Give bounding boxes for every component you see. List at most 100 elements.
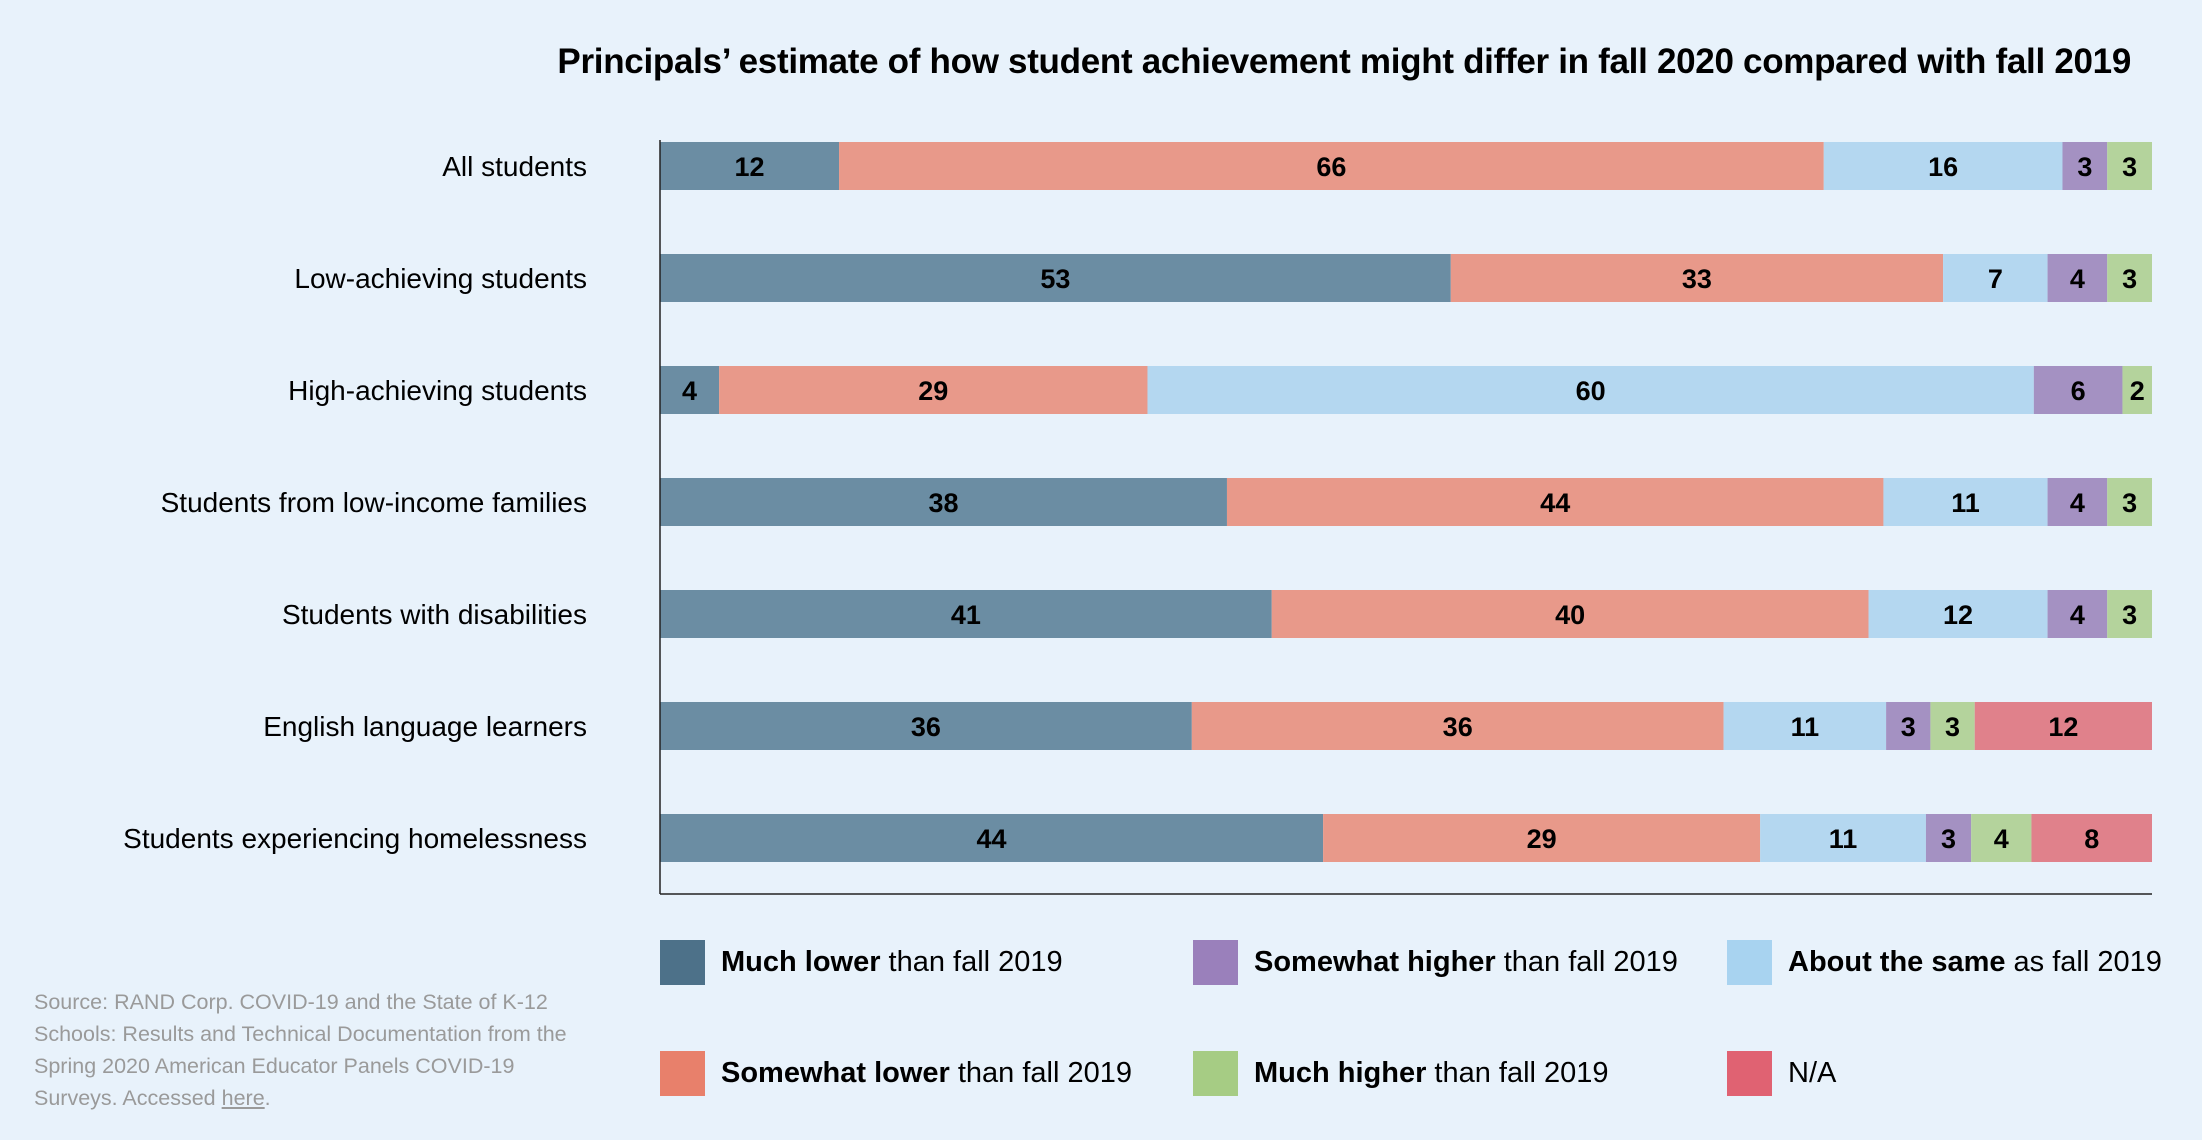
chart-title: Principals’ estimate of how student achi… [557, 42, 2131, 81]
bar-segment [2062, 142, 2108, 190]
source-note: Source: RAND Corp. COVID-19 and the Stat… [34, 986, 594, 1114]
data-label: 33 [1682, 264, 1712, 294]
source-end: . [264, 1086, 271, 1110]
bar-segment [1823, 142, 2063, 190]
data-label: 4 [2070, 488, 2085, 518]
bar-segment [660, 142, 840, 190]
category-label: Students with disabilities [282, 599, 587, 630]
bar-segment [660, 254, 1451, 302]
bar-segment [2107, 254, 2152, 302]
bar-segment [1760, 814, 1926, 862]
legend-swatch [1193, 940, 1238, 985]
bar-segment [2047, 590, 2108, 638]
data-label: 29 [918, 376, 948, 406]
data-label: 16 [1928, 152, 1958, 182]
source-link[interactable]: here [221, 1086, 265, 1110]
bar-segment [1723, 702, 1887, 750]
data-label: 4 [2070, 264, 2085, 294]
bar-segment [1925, 814, 1972, 862]
data-label: 6 [2071, 376, 2086, 406]
legend-swatch [1727, 1051, 1772, 1096]
data-label: 44 [1540, 488, 1570, 518]
legend-item: Somewhat lower than fall 2019 [660, 1051, 1132, 1096]
data-label: 36 [911, 712, 941, 742]
category-label: All students [442, 151, 587, 182]
data-label: 3 [2122, 264, 2137, 294]
bar-segment [2107, 590, 2152, 638]
data-label: 12 [734, 152, 764, 182]
legend-label: than fall 2019 [1434, 1057, 1609, 1089]
legend-swatch [660, 1051, 705, 1096]
data-label: 3 [2122, 488, 2137, 518]
data-label: 29 [1527, 824, 1557, 854]
bar-segment [1883, 478, 2048, 526]
bar-segment [660, 702, 1192, 750]
category-label: Students experiencing homelessness [123, 823, 587, 854]
data-label: 40 [1555, 600, 1585, 630]
legend-label: than fall 2019 [1503, 946, 1678, 978]
data-label: 11 [1829, 824, 1858, 854]
bar-segment [2031, 814, 2152, 862]
data-label: 11 [1791, 712, 1820, 742]
bar-segment [1271, 590, 1869, 638]
bar-segment [660, 590, 1272, 638]
data-label: 3 [1945, 712, 1960, 742]
bar-segment [839, 142, 1824, 190]
data-label: 7 [1988, 264, 2003, 294]
legend-item: About the same as fall 2019 [1727, 940, 2162, 985]
bar-segment [1226, 478, 1884, 526]
data-label: 60 [1576, 376, 1606, 406]
data-label: 2 [2130, 376, 2145, 406]
legend-label-bold: About the same [1788, 946, 2006, 978]
data-label: 41 [951, 600, 981, 630]
legend-item: Somewhat higher than fall 2019 [1193, 940, 1678, 985]
source-text: Source: RAND Corp. COVID-19 and the Stat… [34, 990, 567, 1110]
legend-swatch [1193, 1051, 1238, 1096]
legend-label-bold: Somewhat higher [1254, 946, 1496, 978]
data-label: 4 [2070, 600, 2085, 630]
data-label: 4 [1994, 824, 2009, 854]
data-label: 3 [1901, 712, 1916, 742]
legend-label-bold: Much lower [721, 946, 881, 978]
bar-segment [719, 366, 1148, 414]
data-label: 3 [2122, 152, 2137, 182]
bar-segment [660, 814, 1324, 862]
bar-segment [1191, 702, 1724, 750]
legend-item: Much higher than fall 2019 [1193, 1051, 1609, 1096]
bar-segment [1930, 702, 1975, 750]
data-label: 8 [2084, 824, 2099, 854]
bar-segment [1943, 254, 2048, 302]
legend-label: than fall 2019 [888, 946, 1063, 978]
legend-label-bold: Much higher [1254, 1057, 1427, 1089]
legend-item: N/A [1727, 1051, 1836, 1096]
bar-segment [2047, 254, 2108, 302]
bar-segment [1974, 702, 2152, 750]
bar-segment [1323, 814, 1761, 862]
category-label: Students from low-income families [161, 487, 587, 518]
data-label: 12 [1943, 600, 1973, 630]
data-label: 53 [1040, 264, 1070, 294]
bar-segment [2107, 478, 2152, 526]
data-label: 38 [928, 488, 958, 518]
legend-swatch [660, 940, 705, 985]
bar-segment [660, 478, 1227, 526]
bar-segment [1868, 590, 2048, 638]
data-label: 36 [1443, 712, 1473, 742]
data-label: 3 [2077, 152, 2092, 182]
bar-segment [2122, 366, 2152, 414]
legend-label: than fall 2019 [957, 1057, 1132, 1089]
bar-segment [660, 366, 720, 414]
bar-segment [1450, 254, 1944, 302]
legend-label: as fall 2019 [2013, 946, 2162, 978]
data-label: 4 [682, 376, 697, 406]
data-label: 11 [1951, 488, 1980, 518]
data-label: 3 [2122, 600, 2137, 630]
bar-segment [1147, 366, 2034, 414]
bar-segment [2033, 366, 2123, 414]
bar-segment [2047, 478, 2108, 526]
bar-segment [1971, 814, 2032, 862]
legend-label: N/A [1788, 1057, 1837, 1089]
legend-swatch [1727, 940, 1772, 985]
category-label: English language learners [263, 711, 587, 742]
bar-segment [2107, 142, 2152, 190]
